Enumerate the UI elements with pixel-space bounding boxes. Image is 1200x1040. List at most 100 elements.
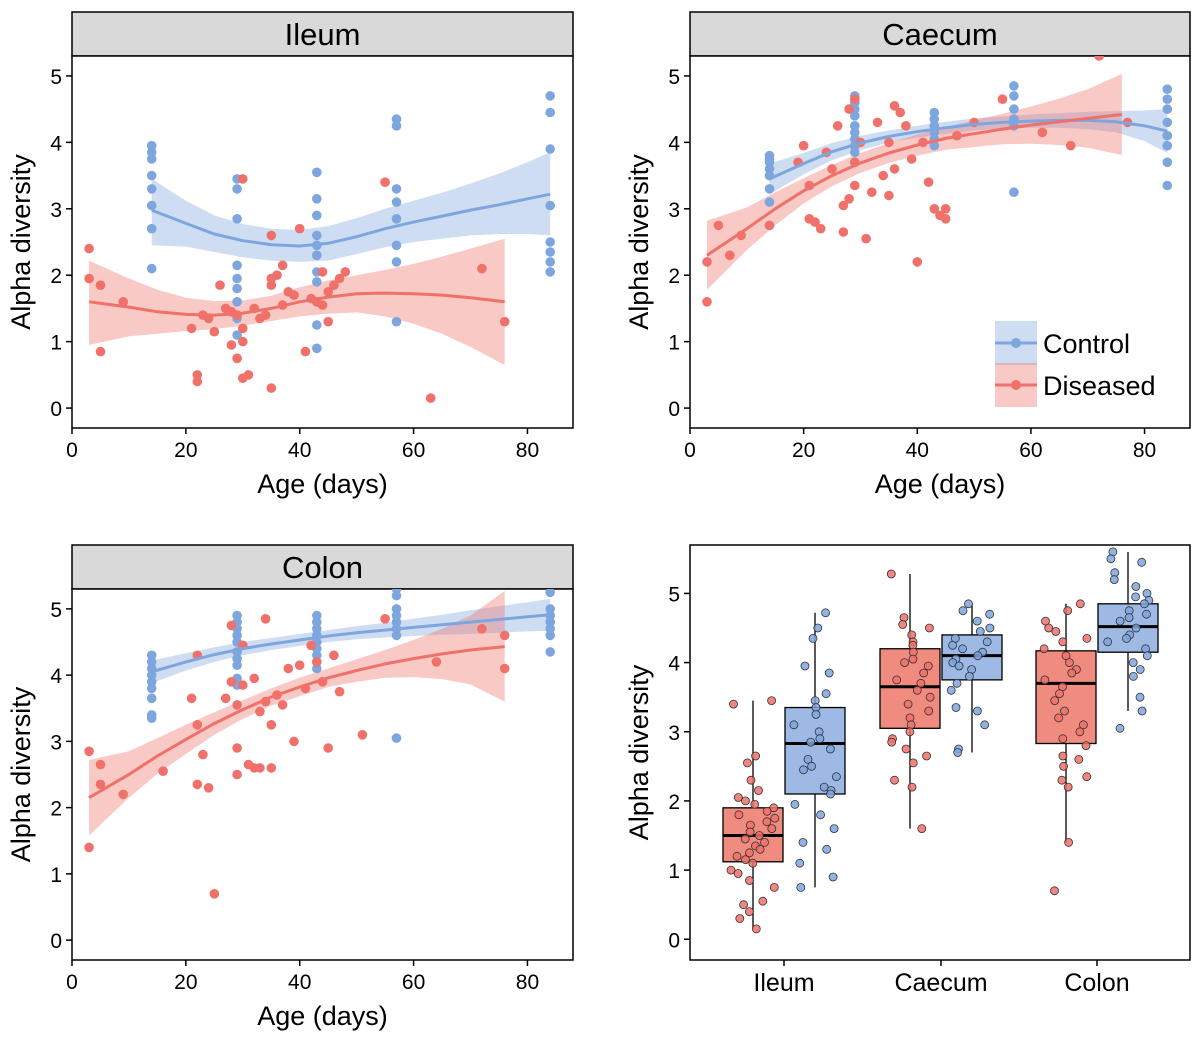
facet-title: Colon (282, 550, 363, 585)
data-point-diseased (323, 316, 334, 327)
legend-marker-diseased (1011, 380, 1021, 390)
data-point-control (850, 111, 860, 121)
jitter-point (1135, 665, 1145, 674)
data-point-control (146, 683, 157, 694)
y-tick-label: 2 (50, 798, 62, 821)
jitter-point (1137, 706, 1147, 716)
jitter-point (985, 623, 995, 633)
data-point-diseased (1065, 140, 1076, 151)
data-point-diseased (95, 779, 106, 790)
data-point-control (146, 154, 157, 164)
jitter-point (1129, 672, 1138, 681)
jitter-point (903, 699, 913, 709)
data-point-diseased (844, 194, 854, 204)
data-point-diseased (238, 323, 248, 334)
data-point-diseased (232, 700, 242, 710)
jitter-point (1063, 606, 1073, 616)
jitter-point (819, 782, 829, 792)
data-point-diseased (764, 220, 775, 231)
jitter-point (890, 775, 899, 785)
jitter-point (770, 813, 780, 823)
confidence-band-diseased (89, 591, 505, 836)
y-tick-label: 3 (50, 731, 62, 754)
confidence-band-control (151, 598, 551, 684)
jitter-point (795, 858, 805, 868)
jitter-point (1054, 713, 1063, 723)
data-point-control (545, 200, 555, 211)
data-point-control (1162, 94, 1173, 104)
y-tick-label: 0 (50, 930, 62, 953)
data-point-diseased (850, 180, 860, 191)
data-point-diseased (192, 779, 203, 790)
data-point-diseased (260, 310, 271, 320)
data-point-control (232, 273, 242, 284)
data-point-diseased (334, 273, 345, 284)
jitter-point (735, 914, 745, 923)
data-point-diseased (209, 889, 220, 899)
data-point-control (545, 267, 555, 277)
plot-content (84, 91, 555, 403)
series-diseased (89, 591, 505, 836)
data-point-diseased (95, 280, 106, 291)
data-point-control (146, 184, 157, 194)
jitter-point (754, 831, 764, 840)
data-point-control (391, 121, 402, 131)
y-tick-label: 5 (668, 66, 680, 89)
data-point-diseased (334, 686, 345, 697)
data-point-control (391, 733, 402, 743)
legend-label-diseased: Diseased (1043, 371, 1156, 401)
panel-boxplot: 0 1 2 3 4 5 Alpha diversity Ileum Caecum Colon (624, 544, 1191, 997)
data-point-control (232, 330, 242, 340)
fit-line-control (151, 192, 551, 248)
jitter-point (1109, 575, 1119, 584)
data-point-diseased (940, 214, 951, 224)
data-point-diseased (838, 227, 849, 237)
x-category-label: Ileum (753, 969, 814, 997)
jitter-point (740, 834, 750, 844)
data-point-diseased (477, 263, 487, 274)
y-axis-title: Alpha diversity (624, 664, 654, 840)
x-tick-label: 20 (174, 439, 197, 462)
jitter-point (1135, 692, 1145, 702)
data-point-control (232, 660, 242, 670)
data-point-control (545, 630, 555, 641)
data-point-diseased (380, 177, 390, 187)
data-point-diseased (901, 121, 911, 131)
jitter-point (912, 685, 922, 695)
data-point-control (545, 247, 555, 257)
jitter-point (975, 627, 985, 636)
points-diseased (702, 56, 1133, 307)
jitter-point (745, 827, 755, 837)
jitter-point (1059, 761, 1068, 771)
x-tick-label: 40 (288, 971, 311, 994)
data-point-diseased (861, 233, 871, 244)
facet-strip (71, 11, 574, 57)
jitter-point (743, 758, 752, 768)
jitter-point (1079, 720, 1088, 730)
jitter-point (745, 848, 754, 858)
data-point-control (764, 197, 775, 207)
jitter-point (1039, 644, 1049, 654)
data-point-diseased (844, 104, 854, 114)
jitter-point (755, 844, 765, 854)
jitter-point (1058, 637, 1068, 647)
data-point-control (146, 657, 157, 667)
x-tick-label: 80 (516, 971, 539, 994)
data-point-control (312, 610, 322, 621)
data-point-control (312, 320, 322, 330)
jitter-point (925, 623, 934, 633)
jitter-point (985, 609, 995, 619)
y-tick-label: 5 (50, 599, 62, 622)
data-point-diseased (192, 720, 203, 730)
data-point-control (764, 157, 775, 168)
jitter-point (925, 692, 935, 702)
jitter-point (758, 896, 768, 906)
data-point-diseased (889, 101, 900, 111)
data-point-diseased (255, 763, 265, 773)
data-point-diseased (192, 376, 203, 387)
jitter-point (826, 789, 835, 799)
jitter-point (767, 824, 777, 833)
data-point-diseased (118, 789, 128, 800)
x-tick-label: 20 (174, 971, 197, 994)
